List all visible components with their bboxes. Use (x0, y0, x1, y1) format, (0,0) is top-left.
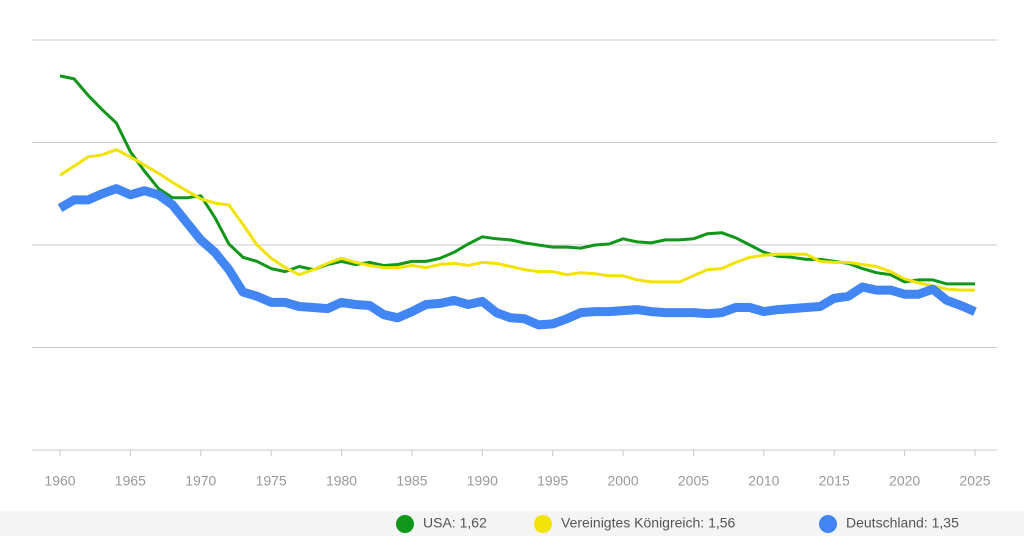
x-tick-label: 1970 (185, 473, 216, 489)
legend-label: USA: 1,62 (423, 515, 487, 531)
legend-marker (396, 515, 414, 533)
x-tick-label: 2015 (819, 473, 850, 489)
x-tick-label: 1975 (256, 473, 287, 489)
x-tick-label: 1980 (326, 473, 357, 489)
x-tick-label: 1990 (467, 473, 498, 489)
x-tick-label: 2000 (607, 473, 638, 489)
legend-label: Deutschland: 1,35 (846, 515, 959, 531)
legend-marker (819, 515, 837, 533)
series-line (57, 184, 977, 330)
x-tick-label: 1985 (396, 473, 427, 489)
x-tick-label: 2025 (959, 473, 990, 489)
legend-label: Vereinigtes Königreich: 1,56 (561, 515, 736, 531)
series-line (59, 148, 975, 292)
x-tick-label: 2005 (678, 473, 709, 489)
legend-bar (0, 511, 1024, 536)
x-tick-label: 1995 (537, 473, 568, 489)
x-tick-label: 2020 (889, 473, 920, 489)
x-tick-label: 2010 (748, 473, 779, 489)
x-tick-label: 1965 (115, 473, 146, 489)
legend-marker (534, 515, 552, 533)
series-line (59, 74, 975, 286)
x-tick-label: 1960 (44, 473, 75, 489)
